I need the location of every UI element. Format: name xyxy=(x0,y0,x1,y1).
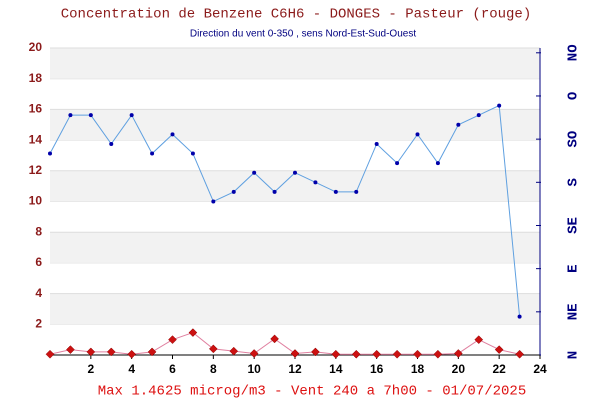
subtitle: Direction du vent 0-350 , sens Nord-Est-… xyxy=(190,29,416,40)
grid-band xyxy=(50,48,540,79)
marker xyxy=(517,314,522,319)
marker xyxy=(474,335,484,345)
footer: Max 1.4625 microg/m3 - Vent 240 a 7h00 -… xyxy=(98,384,526,400)
x-tick-label: 14 xyxy=(329,362,343,376)
marker xyxy=(456,122,461,127)
marker xyxy=(354,189,359,194)
marker xyxy=(494,345,504,354)
grid-band xyxy=(50,109,540,141)
marker xyxy=(413,349,422,359)
marker xyxy=(497,103,502,108)
marker xyxy=(433,349,443,359)
x-tick-label: 20 xyxy=(452,362,466,376)
marker xyxy=(211,199,216,204)
x-tick-label: 4 xyxy=(128,362,135,376)
y-tick-label: 12 xyxy=(29,163,43,177)
marker xyxy=(188,328,198,337)
x-tick-label: 2 xyxy=(87,362,94,376)
marker xyxy=(168,335,177,345)
marker xyxy=(372,349,382,359)
x-tick-label: 16 xyxy=(370,362,384,376)
marker xyxy=(311,347,320,357)
y-tick-label: 10 xyxy=(29,194,43,208)
marker xyxy=(150,151,155,156)
y2-tick-label: SO xyxy=(566,131,582,148)
marker xyxy=(293,170,297,175)
x-tick-label: 12 xyxy=(288,362,302,376)
y2-tick-label: S xyxy=(566,178,582,186)
marker xyxy=(229,346,239,356)
grid-band xyxy=(50,293,540,325)
y2-tick-label: SE xyxy=(566,217,582,234)
marker xyxy=(66,345,75,354)
marker xyxy=(129,113,134,118)
marker xyxy=(86,347,96,357)
y-tick-label: 18 xyxy=(29,71,43,85)
marker xyxy=(147,347,157,357)
marker xyxy=(68,113,73,118)
y2-tick-label: E xyxy=(566,264,582,272)
x-tick-label: 18 xyxy=(411,362,425,376)
x-tick-label: 6 xyxy=(169,362,176,376)
marker xyxy=(435,161,440,166)
y2-tick-label: O xyxy=(566,92,582,100)
grid-band xyxy=(50,170,540,202)
marker xyxy=(415,132,420,137)
y-tick-label: 6 xyxy=(35,255,42,269)
grid-band xyxy=(50,232,540,263)
line xyxy=(49,332,520,355)
marker xyxy=(272,189,277,194)
y-tick-label: 16 xyxy=(29,102,43,116)
marker xyxy=(252,170,257,175)
marker xyxy=(249,349,259,358)
marker xyxy=(88,113,93,118)
x-tick-label: 22 xyxy=(492,362,506,376)
x-tick-label: 8 xyxy=(210,362,217,376)
marker xyxy=(476,113,481,118)
y-tick-label: 8 xyxy=(35,224,42,238)
marker xyxy=(453,349,463,358)
marker xyxy=(270,334,279,344)
marker xyxy=(109,141,114,146)
marker xyxy=(331,349,341,359)
marker xyxy=(48,151,52,156)
marker xyxy=(45,349,55,359)
marker xyxy=(313,180,318,185)
y2-tick-label: NO xyxy=(566,44,582,61)
y2-tick-label: NE xyxy=(566,303,582,320)
marker xyxy=(208,344,218,354)
line xyxy=(49,104,521,317)
marker xyxy=(290,349,300,358)
y-tick-label: 2 xyxy=(35,316,42,330)
marker xyxy=(106,347,116,357)
marker xyxy=(395,161,400,166)
marker xyxy=(351,349,361,359)
y-tick-label: 14 xyxy=(29,132,43,146)
marker xyxy=(374,141,379,146)
marker xyxy=(333,189,338,194)
marker xyxy=(127,349,137,359)
marker xyxy=(231,189,236,194)
x-tick-label: 10 xyxy=(247,362,261,376)
marker xyxy=(515,349,524,359)
marker xyxy=(392,349,402,359)
chart-title: Concentration de Benzene C6H6 - DONGES -… xyxy=(61,7,531,23)
y-tick-label: 20 xyxy=(29,40,43,54)
grid xyxy=(50,47,540,325)
y2-tick-label: N xyxy=(566,351,582,359)
x-tick-label: 24 xyxy=(533,362,547,376)
marker xyxy=(170,132,175,137)
marker xyxy=(190,151,195,156)
y-tick-label: 4 xyxy=(35,286,42,300)
